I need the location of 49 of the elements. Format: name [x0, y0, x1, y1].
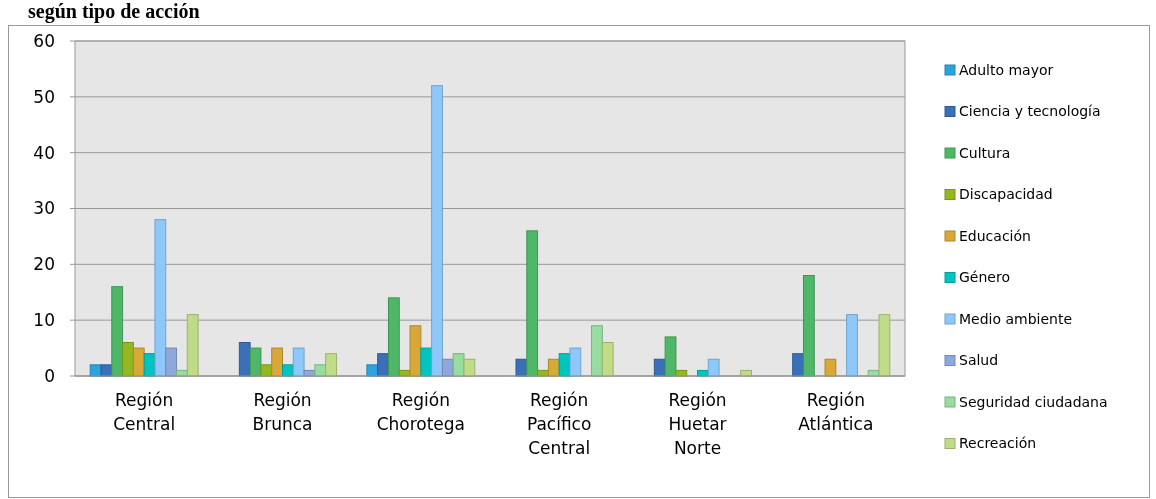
- y-tick-label: 0: [44, 365, 55, 386]
- bar: [824, 358, 837, 377]
- legend-label: Recreación: [959, 435, 1037, 452]
- legend-label: Salud: [959, 352, 999, 369]
- y-tick-label: 30: [33, 198, 55, 219]
- bar: [569, 347, 582, 377]
- x-tick-label: Región Chorotega: [376, 389, 466, 434]
- bar: [132, 347, 145, 377]
- y-tick-label: 40: [33, 142, 55, 163]
- bar: [111, 286, 124, 377]
- bar: [420, 347, 433, 377]
- y-tick-label: 50: [33, 86, 55, 107]
- bar: [271, 347, 283, 377]
- bar: [591, 325, 603, 377]
- bar: [249, 347, 262, 377]
- chart-title: según tipo de acción: [28, 0, 200, 23]
- legend-label: Discapacidad: [959, 186, 1053, 203]
- legend-label: Educación: [959, 227, 1031, 244]
- legend-label: Género: [959, 269, 1010, 286]
- bar: [601, 342, 614, 377]
- x-tick-label: Región Brunca: [252, 389, 313, 434]
- bar: [878, 314, 891, 377]
- bar: [463, 358, 476, 377]
- legend-label: Ciencia y tecnología: [959, 103, 1101, 120]
- bar: [122, 342, 134, 377]
- x-tick-label: Región Central: [113, 389, 176, 434]
- legend-label: Medio ambiente: [959, 310, 1073, 327]
- legend-label: Cultura: [959, 144, 1011, 161]
- bar: [664, 336, 677, 377]
- x-tick-label: Región Atlántica: [798, 389, 874, 434]
- x-tick-label: Región Pacífico Central: [526, 389, 592, 458]
- bar: [325, 353, 337, 377]
- y-tick-label: 10: [33, 310, 55, 331]
- y-tick-label: 20: [33, 254, 55, 275]
- bar: [846, 314, 858, 377]
- bar: [154, 219, 167, 377]
- legend-label: Adulto mayor: [959, 61, 1054, 78]
- bar: [431, 85, 443, 377]
- legend-label: Seguridad ciudadana: [959, 393, 1108, 410]
- bar: [409, 325, 422, 377]
- bar: [186, 314, 199, 377]
- x-tick-label: Región Huetar Norte: [668, 389, 727, 458]
- bar: [165, 347, 178, 377]
- bar: [387, 297, 400, 377]
- y-tick-label: 60: [33, 30, 55, 51]
- bar: [707, 358, 720, 377]
- bar: [526, 230, 539, 377]
- bar: [292, 347, 305, 377]
- bar: [802, 275, 815, 377]
